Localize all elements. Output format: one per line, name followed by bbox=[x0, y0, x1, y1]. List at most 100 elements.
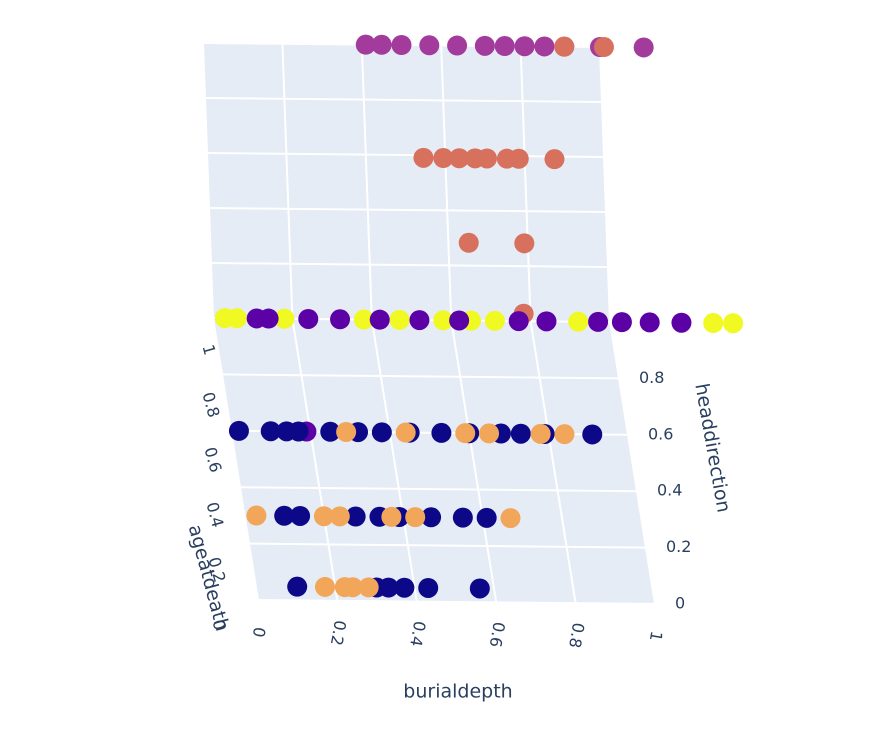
point bbox=[469, 578, 490, 599]
grid-line bbox=[210, 262, 609, 268]
point bbox=[554, 36, 575, 57]
point bbox=[371, 422, 392, 443]
point bbox=[405, 507, 426, 528]
z-tick-label: 0.8 bbox=[198, 390, 223, 420]
point bbox=[534, 36, 555, 57]
point bbox=[447, 35, 468, 56]
x-tick-label: 1 bbox=[646, 630, 666, 643]
point bbox=[568, 311, 589, 332]
point bbox=[474, 35, 495, 56]
point bbox=[320, 421, 341, 442]
point bbox=[514, 233, 535, 254]
point bbox=[633, 37, 654, 58]
point bbox=[582, 424, 603, 445]
x-tick-label: 0.8 bbox=[565, 621, 588, 649]
point bbox=[260, 421, 281, 442]
floor-pane bbox=[212, 317, 656, 605]
point bbox=[449, 310, 470, 331]
point bbox=[479, 423, 500, 444]
point bbox=[342, 577, 363, 598]
point bbox=[413, 147, 434, 168]
point bbox=[314, 576, 335, 597]
point bbox=[510, 423, 531, 444]
grid-line bbox=[291, 318, 339, 601]
point bbox=[431, 422, 452, 443]
point bbox=[476, 148, 497, 169]
point bbox=[329, 506, 350, 527]
point bbox=[355, 34, 376, 55]
point bbox=[226, 308, 247, 329]
grid-line bbox=[599, 46, 611, 323]
point bbox=[353, 309, 374, 330]
point bbox=[389, 309, 410, 330]
point bbox=[588, 311, 609, 332]
point bbox=[378, 577, 399, 598]
grid-line bbox=[212, 317, 259, 601]
grid-line bbox=[529, 321, 577, 604]
grid-line bbox=[360, 44, 373, 320]
back-pane bbox=[202, 42, 611, 323]
point bbox=[544, 149, 565, 170]
point bbox=[345, 506, 366, 527]
point bbox=[458, 232, 479, 253]
point bbox=[330, 309, 351, 330]
point bbox=[371, 34, 392, 55]
point bbox=[288, 421, 309, 442]
point bbox=[369, 309, 390, 330]
point bbox=[394, 577, 415, 598]
point bbox=[508, 311, 529, 332]
y-tick-label: 0.6 bbox=[648, 424, 673, 443]
z-tick-label: 0.6 bbox=[200, 445, 225, 475]
point bbox=[554, 424, 575, 445]
point bbox=[455, 423, 476, 444]
grid-line bbox=[281, 43, 294, 319]
grid-line bbox=[609, 321, 656, 605]
grid-line bbox=[440, 45, 453, 321]
point bbox=[671, 312, 692, 333]
point bbox=[418, 577, 439, 598]
point bbox=[298, 308, 319, 329]
x-tick-label: 0.2 bbox=[327, 619, 350, 647]
point bbox=[246, 505, 267, 526]
point bbox=[484, 310, 505, 331]
point bbox=[452, 507, 473, 528]
point bbox=[290, 505, 311, 526]
grid-line bbox=[450, 320, 498, 603]
point bbox=[433, 310, 454, 331]
z-tick-label: 0 bbox=[208, 617, 229, 632]
point bbox=[287, 576, 308, 597]
y-tick-label: 0 bbox=[675, 594, 685, 613]
point bbox=[476, 507, 497, 528]
grid-line bbox=[519, 46, 532, 322]
point bbox=[723, 313, 744, 334]
point bbox=[313, 506, 334, 527]
point bbox=[381, 506, 402, 527]
point bbox=[274, 505, 295, 526]
grid-line bbox=[208, 207, 607, 213]
point bbox=[530, 423, 551, 444]
y-tick-label: 0.4 bbox=[657, 481, 682, 500]
point bbox=[258, 308, 279, 329]
grid-line bbox=[202, 42, 214, 319]
point bbox=[228, 420, 249, 441]
point bbox=[449, 148, 470, 169]
grid-line bbox=[221, 373, 620, 380]
grid-line bbox=[248, 542, 647, 549]
x-tick-label: 0 bbox=[249, 626, 269, 639]
point bbox=[274, 308, 295, 329]
point bbox=[336, 421, 357, 442]
point bbox=[358, 577, 379, 598]
point bbox=[395, 422, 416, 443]
point bbox=[421, 507, 442, 528]
point bbox=[494, 36, 515, 57]
grid-line bbox=[239, 486, 638, 493]
point bbox=[500, 508, 521, 529]
grid-line bbox=[257, 599, 656, 605]
y-tick-label: 0.2 bbox=[666, 537, 691, 556]
grid-line bbox=[206, 152, 605, 158]
point bbox=[419, 35, 440, 56]
point bbox=[536, 311, 557, 332]
point bbox=[433, 148, 454, 169]
point bbox=[409, 310, 430, 331]
